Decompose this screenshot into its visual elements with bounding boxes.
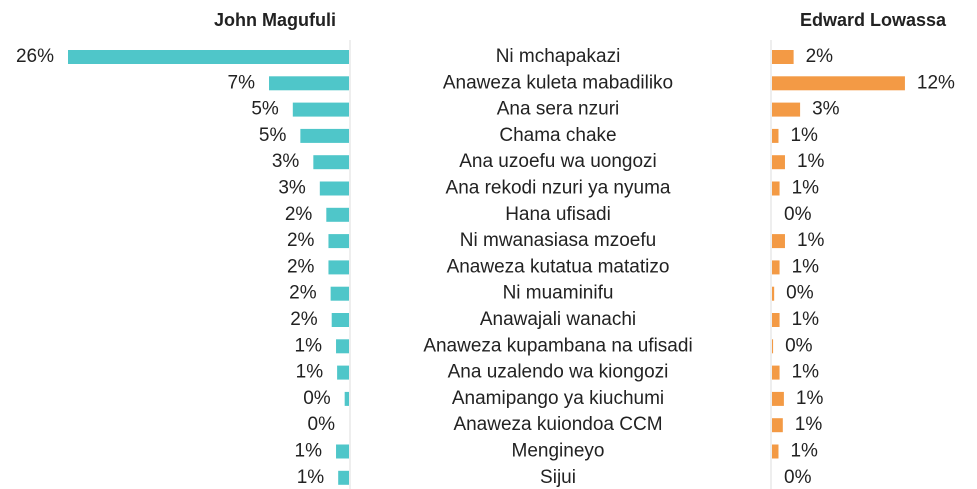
category-label: Mengineyo [512, 441, 605, 462]
value-label: 1% [792, 178, 820, 199]
value-label: 2% [806, 46, 834, 67]
bar [772, 234, 785, 249]
value-label: 1% [790, 441, 818, 462]
bar [772, 444, 779, 459]
category-label: Ni mwanasiasa mzoefu [460, 230, 656, 251]
value-label: 2% [287, 230, 315, 251]
bar [328, 260, 349, 275]
bar [330, 286, 349, 301]
value-label: 1% [297, 467, 325, 488]
bar [772, 155, 785, 170]
bar [319, 181, 349, 196]
value-label: 1% [792, 362, 820, 383]
value-label: 1% [296, 362, 324, 383]
value-label: 0% [303, 388, 331, 409]
category-label: Anawajali wanachi [480, 309, 636, 330]
value-label: 7% [228, 72, 256, 93]
value-label: 2% [290, 309, 318, 330]
value-label: 0% [308, 414, 336, 435]
bar [68, 50, 349, 64]
value-label: 5% [259, 125, 287, 146]
category-label: Ni muaminifu [503, 283, 614, 304]
series-title: Edward Lowassa [800, 10, 947, 30]
bar [772, 391, 784, 406]
bar [292, 102, 349, 117]
bar [772, 128, 779, 143]
value-label: 0% [786, 283, 814, 304]
bar [772, 102, 801, 117]
bar [269, 76, 349, 91]
value-label: 5% [251, 99, 279, 120]
bar [772, 76, 905, 91]
value-label: 1% [792, 309, 820, 330]
bar [772, 50, 794, 64]
value-label: 0% [784, 204, 812, 225]
value-label: 2% [289, 283, 317, 304]
value-label: 12% [917, 72, 955, 93]
value-label: 1% [797, 151, 825, 172]
bar [772, 418, 783, 433]
value-label: 1% [795, 414, 823, 435]
category-label: Ana sera nzuri [497, 99, 620, 120]
bar [331, 313, 349, 327]
value-label: 1% [295, 441, 323, 462]
value-label: 0% [784, 467, 812, 488]
category-label: Anaweza kuleta mabadiliko [443, 72, 673, 93]
category-label: Anaweza kuiondoa CCM [453, 414, 662, 435]
bar [336, 444, 349, 459]
category-label: Chama chake [499, 125, 616, 146]
value-label: 1% [797, 230, 825, 251]
category-label: Sijui [540, 467, 576, 488]
series-title: John Magufuli [214, 10, 336, 30]
category-label: Ni mchapakazi [496, 46, 621, 67]
value-label: 2% [285, 204, 313, 225]
bar [337, 365, 349, 380]
category-label: Ana rekodi nzuri ya nyuma [446, 178, 671, 199]
value-label: 1% [790, 125, 818, 146]
value-label: 26% [16, 46, 54, 67]
category-label: Anamipango ya kiuchumi [452, 388, 664, 409]
value-label: 1% [295, 335, 323, 356]
bar [772, 313, 780, 327]
category-label: Ana uzalendo wa kiongozi [448, 362, 669, 383]
bar [300, 128, 349, 143]
category-label: Hana ufisadi [505, 204, 611, 225]
bar [772, 339, 774, 354]
bar [313, 155, 349, 170]
category-label: Ana uzoefu wa uongozi [459, 151, 657, 172]
value-label: 3% [272, 151, 300, 172]
category-label: Anaweza kutatua matatizo [447, 256, 670, 277]
value-label: 0% [785, 335, 813, 356]
bar [326, 207, 349, 222]
bar [772, 181, 780, 196]
value-label: 2% [287, 256, 315, 277]
value-label: 3% [812, 99, 840, 120]
bar [772, 365, 780, 380]
category-label: Anaweza kupambana na ufisadi [423, 335, 692, 356]
value-label: 1% [796, 388, 824, 409]
value-label: 3% [278, 178, 306, 199]
bar [328, 234, 349, 249]
bar [772, 286, 775, 301]
bar [336, 339, 349, 354]
bar [344, 391, 349, 406]
bar [772, 260, 780, 275]
value-label: 1% [792, 256, 820, 277]
bar [338, 470, 349, 485]
